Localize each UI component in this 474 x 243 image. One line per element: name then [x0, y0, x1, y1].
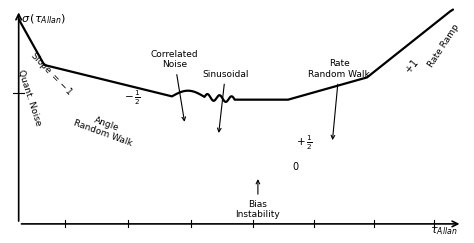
Text: Bias
Instability: Bias Instability	[236, 180, 280, 219]
Text: Correlated
Noise: Correlated Noise	[150, 50, 198, 121]
Text: Slope $=-1$: Slope $=-1$	[27, 49, 76, 99]
Text: Quant. Noise: Quant. Noise	[16, 69, 42, 127]
Text: $-\,\frac{1}{2}$: $-\,\frac{1}{2}$	[124, 88, 141, 107]
Text: $\sigma\,(\tau_{Allan})$: $\sigma\,(\tau_{Allan})$	[21, 12, 66, 26]
Text: $+1$: $+1$	[401, 57, 421, 77]
Text: $\tau_{Allan}$: $\tau_{Allan}$	[430, 225, 457, 237]
Text: Rate
Random Walk: Rate Random Walk	[308, 59, 370, 139]
Text: 0: 0	[292, 162, 298, 172]
Text: Sinusoidal: Sinusoidal	[202, 70, 249, 132]
Text: $+\,\frac{1}{2}$: $+\,\frac{1}{2}$	[296, 134, 313, 152]
Text: Angle
Random Walk: Angle Random Walk	[72, 109, 137, 148]
Text: Rate Ramp: Rate Ramp	[427, 22, 461, 69]
